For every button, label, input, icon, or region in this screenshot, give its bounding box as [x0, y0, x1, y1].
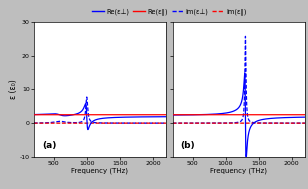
X-axis label: Frequency (THz): Frequency (THz) [71, 167, 128, 174]
Legend: Re(ε⊥), Re(ε∥), Im(ε⊥), Im(ε∥): Re(ε⊥), Re(ε∥), Im(ε⊥), Im(ε∥) [89, 6, 249, 18]
Text: (a): (a) [42, 141, 56, 150]
Text: (b): (b) [180, 141, 195, 150]
Y-axis label: ε (ε₀): ε (ε₀) [9, 80, 18, 99]
X-axis label: Frequency (THz): Frequency (THz) [210, 167, 267, 174]
